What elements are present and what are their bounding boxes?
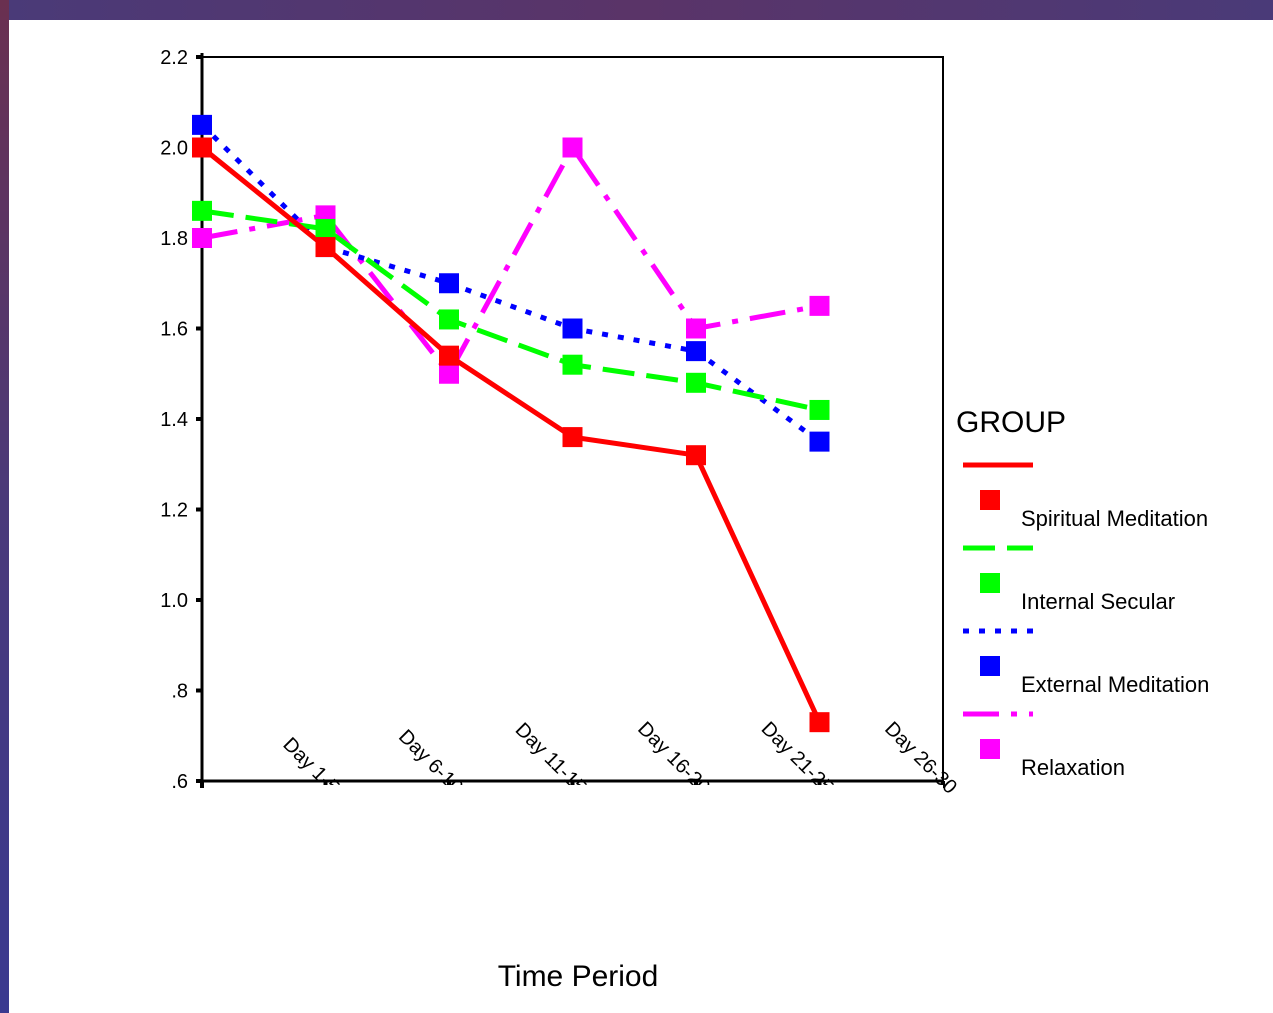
- y-tick-label: 2.2: [160, 47, 188, 69]
- data-point-marker: [562, 318, 583, 339]
- y-tick-label: 1.6: [160, 319, 188, 341]
- data-point-marker: [315, 218, 336, 239]
- data-point-marker: [192, 200, 212, 221]
- legend-marker-sample: [980, 573, 1000, 593]
- data-point-marker: [439, 345, 459, 366]
- legend-label: Relaxation: [1021, 755, 1125, 780]
- plot-area-border: [201, 56, 944, 782]
- data-point-marker: [439, 363, 459, 384]
- legend-marker-sample: [980, 490, 1000, 510]
- data-point-marker: [192, 137, 212, 158]
- x-axis-title: Time Period: [498, 960, 659, 993]
- y-tick-label: 1.2: [160, 500, 188, 522]
- y-tick-label: .6: [171, 771, 188, 793]
- series-lines: [200, 123, 822, 724]
- data-point-marker: [439, 273, 459, 294]
- y-axis: .6 .8 1.0 1.2 1.4 1.6 1.8 2.0 2.2: [160, 47, 204, 793]
- series-markers: [192, 114, 830, 733]
- data-point-marker: [809, 399, 830, 420]
- slide-frame-left: [0, 0, 9, 1013]
- legend-title: GROUP: [956, 406, 1066, 439]
- data-point-marker: [439, 309, 459, 330]
- data-point-marker: [562, 427, 583, 448]
- data-point-marker: [686, 372, 706, 393]
- slide-frame-top: [0, 0, 1273, 20]
- legend-label: Spiritual Meditation: [1021, 506, 1208, 531]
- data-point-marker: [562, 137, 583, 158]
- plot-frame: [201, 56, 944, 782]
- legend-marker-sample: [980, 656, 1000, 676]
- data-point-marker: [809, 431, 830, 452]
- data-point-marker: [192, 228, 212, 248]
- y-tick-label: 1.8: [160, 228, 188, 250]
- data-point-marker: [686, 318, 706, 339]
- legend-marker-sample: [980, 739, 1000, 759]
- x-axis: Day 1-5 Day 6-10 Day 11-15 Day 16-20 Day 21-…: [200, 718, 961, 799]
- series-line: [200, 145, 822, 724]
- data-point-marker: [809, 295, 830, 316]
- data-point-marker: [192, 114, 212, 135]
- series-line: [201, 145, 820, 377]
- x-label-mask: [206, 785, 943, 799]
- y-tick-label: .8: [171, 681, 188, 703]
- y-tick-label: 1.0: [160, 590, 188, 612]
- data-point-marker: [686, 445, 706, 466]
- data-point-marker: [315, 237, 336, 258]
- legend-label: External Meditation: [1021, 672, 1209, 697]
- data-point-marker: [562, 354, 583, 375]
- page-background: [9, 20, 1273, 1013]
- legend-label: Internal Secular: [1021, 589, 1175, 614]
- data-point-marker: [809, 712, 830, 733]
- data-point-marker: [686, 341, 706, 362]
- series-line: [201, 208, 821, 413]
- legend: GROUP Spiritual Meditation Internal Secul…: [956, 406, 1209, 780]
- y-tick-label: 2.0: [160, 138, 188, 160]
- y-tick-label: 1.4: [160, 409, 188, 431]
